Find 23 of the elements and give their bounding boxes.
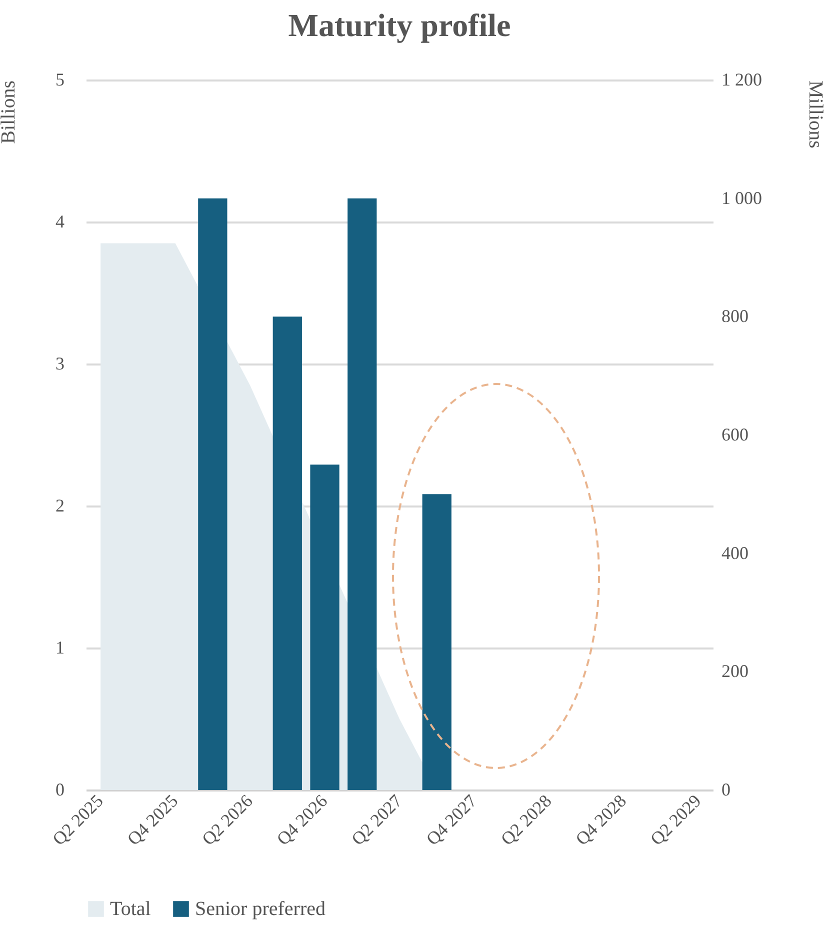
bar xyxy=(348,198,377,790)
y2-axis-title: Millions xyxy=(804,80,826,149)
y-tick-label: 2 xyxy=(56,496,64,516)
y-tick-label: 5 xyxy=(56,70,64,90)
y-axis-title: Billions xyxy=(0,80,20,144)
y2-tick-label: 800 xyxy=(722,306,748,326)
bar xyxy=(310,464,340,790)
chart-title: Maturity profile xyxy=(288,7,511,43)
y-tick-label: 1 xyxy=(56,638,64,658)
bar xyxy=(272,316,302,790)
y2-tick-label: 1 000 xyxy=(722,188,762,208)
y2-tick-label: 200 xyxy=(722,661,748,682)
y2-tick-label: 1 200 xyxy=(722,70,762,90)
bar xyxy=(422,494,452,790)
y-tick-label: 4 xyxy=(56,212,64,232)
y2-tick-label: 400 xyxy=(722,542,748,563)
y-tick-label: 3 xyxy=(56,354,64,374)
y2-tick-label: 600 xyxy=(722,424,748,444)
y-tick-label: 0 xyxy=(56,780,64,800)
y2-tick-label: 0 xyxy=(722,780,730,800)
legend-label: Total xyxy=(110,898,152,920)
legend-label: Senior preferred xyxy=(195,898,326,920)
bar xyxy=(198,198,228,790)
